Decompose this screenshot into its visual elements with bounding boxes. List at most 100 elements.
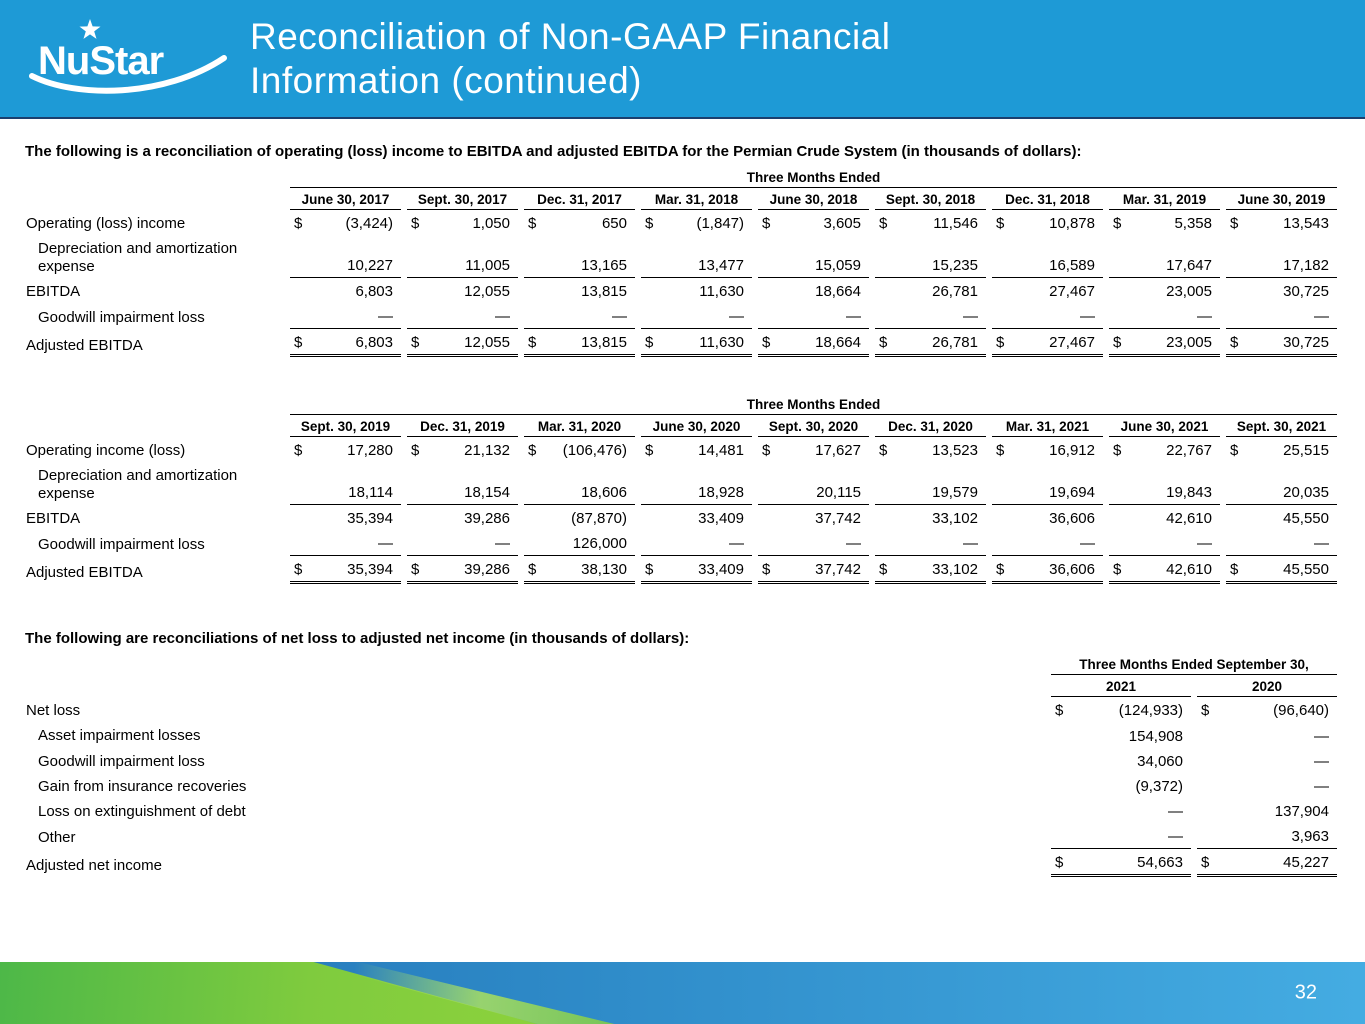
table-row: EBITDA 6,803 12,055 13,815 11,630 18,664 26,78… [25,278,1340,303]
value-cell: 13,815 [521,278,638,303]
dollar-sign: $ [294,442,303,460]
value-cell: $35,394 [287,556,404,584]
dollar-sign: $ [1201,702,1210,720]
nustar-logo-graphic: NuStar [29,19,227,94]
cell-value: 13,523 [932,442,978,460]
column-header-text: June 30, 2018 [758,188,869,210]
table-group-header-row: Three Months Ended September 30, [25,657,1340,675]
cell-value: 37,742 [815,561,861,578]
table-row: Depreciation and amortization expense 18,… [25,462,1340,505]
cell-value: 34,060 [1137,752,1183,770]
cell-value: — [1197,535,1212,552]
dollar-sign: $ [1113,561,1122,578]
column-header-text: Sept. 30, 2021 [1226,415,1337,437]
dollar-sign: $ [645,442,654,460]
table-permian-ebitda-2017-2019: Three Months Ended June 30, 2017 Sept. 30,… [25,170,1340,357]
value-cell: 17,647 [1106,235,1223,278]
value-cell: $33,409 [638,556,755,584]
value-cell: 15,235 [872,235,989,278]
dollar-sign: $ [411,334,420,351]
cell-value: 18,928 [698,483,744,501]
cell-value: 17,182 [1283,256,1329,274]
intro-text-net-loss: The following are reconciliations of net… [25,630,690,647]
column-header-text: Dec. 31, 2017 [524,188,635,210]
dollar-sign: $ [1230,215,1239,233]
column-header-text: June 30, 2017 [290,188,401,210]
cell-value: — [1314,727,1329,745]
cell-value: 36,606 [1049,561,1095,578]
cell-value: 33,102 [932,561,978,578]
slide-header: NuStar Reconciliation of Non-GAAP Financ… [0,0,1365,119]
value-cell: $17,280 [287,437,404,462]
value-cell: $ (96,640) [1194,697,1340,722]
dollar-sign: $ [645,215,654,233]
cell-value: 3,605 [823,215,861,233]
value-cell: $13,543 [1223,210,1340,235]
cell-value: 27,467 [1049,334,1095,351]
value-cell: 36,606 [989,505,1106,530]
cell-value: 35,394 [347,510,393,527]
row-label: Depreciation and amortization expense [38,467,238,502]
value-cell: 19,579 [872,462,989,505]
column-header: Dec. 31, 2017 [521,188,638,210]
value-cell: $3,605 [755,210,872,235]
cell-value: 6,803 [355,283,393,300]
table-group-header-row: Three Months Ended [25,397,1340,415]
dollar-sign: $ [294,334,303,351]
column-header-text: Mar. 31, 2019 [1109,188,1220,210]
table-column-header-row: Sept. 30, 2019 Dec. 31, 2019 Mar. 31, 2020… [25,415,1340,437]
cell-value: — [1168,828,1183,846]
cell-value: 54,663 [1137,854,1183,872]
dollar-sign: $ [528,442,537,460]
value-cell: $54,663 [1048,849,1194,878]
dollar-sign: $ [1201,854,1210,872]
dollar-sign: $ [1230,442,1239,460]
cell-value: — [1080,308,1095,325]
cell-value: 12,055 [464,283,510,300]
value-cell: $22,767 [1106,437,1223,462]
value-cell: $12,055 [404,329,521,357]
value-cell: $25,515 [1223,437,1340,462]
column-header: June 30, 2020 [638,415,755,437]
value-cell: $ (124,933) [1048,697,1194,722]
column-header-text: Sept. 30, 2018 [875,188,986,210]
value-cell: $1,050 [404,210,521,235]
cell-value: 33,409 [698,510,744,527]
value-cell: — [1194,748,1340,773]
title-line-2: Information (continued) [250,59,642,101]
value-cell: $11,630 [638,329,755,357]
value-cell: — [638,303,755,329]
dollar-sign: $ [762,334,771,351]
value-cell: — [1223,530,1340,556]
column-header: June 30, 2017 [287,188,404,210]
value-cell: — [638,530,755,556]
value-cell: — [287,530,404,556]
cell-value: 5,358 [1174,215,1212,233]
value-cell: $650 [521,210,638,235]
cell-value: 16,912 [1049,442,1095,460]
row-label: Other [38,829,76,846]
column-header: Sept. 30, 2021 [1223,415,1340,437]
table-row: Asset impairment losses 154,908 — [25,722,1340,747]
cell-value: — [729,535,744,552]
value-cell: — [1106,530,1223,556]
cell-value: 650 [601,215,627,233]
dollar-sign: $ [528,215,537,233]
cell-value: 154,908 [1128,727,1183,745]
cell-value: 23,005 [1166,283,1212,300]
cell-value: 15,235 [932,256,978,274]
cell-value: 11,630 [699,334,744,351]
cell-value: 17,280 [347,442,393,460]
value-cell: $14,481 [638,437,755,462]
cell-value: 22,767 [1166,442,1212,460]
value-cell: 18,928 [638,462,755,505]
value-cell: $39,286 [404,556,521,584]
column-header-text: Dec. 31, 2018 [992,188,1103,210]
dollar-sign: $ [1113,215,1122,233]
value-cell: 13,477 [638,235,755,278]
value-cell: $6,803 [287,329,404,357]
cell-value: 38,130 [581,561,627,578]
dollar-sign: $ [879,442,888,460]
value-cell: — [872,303,989,329]
